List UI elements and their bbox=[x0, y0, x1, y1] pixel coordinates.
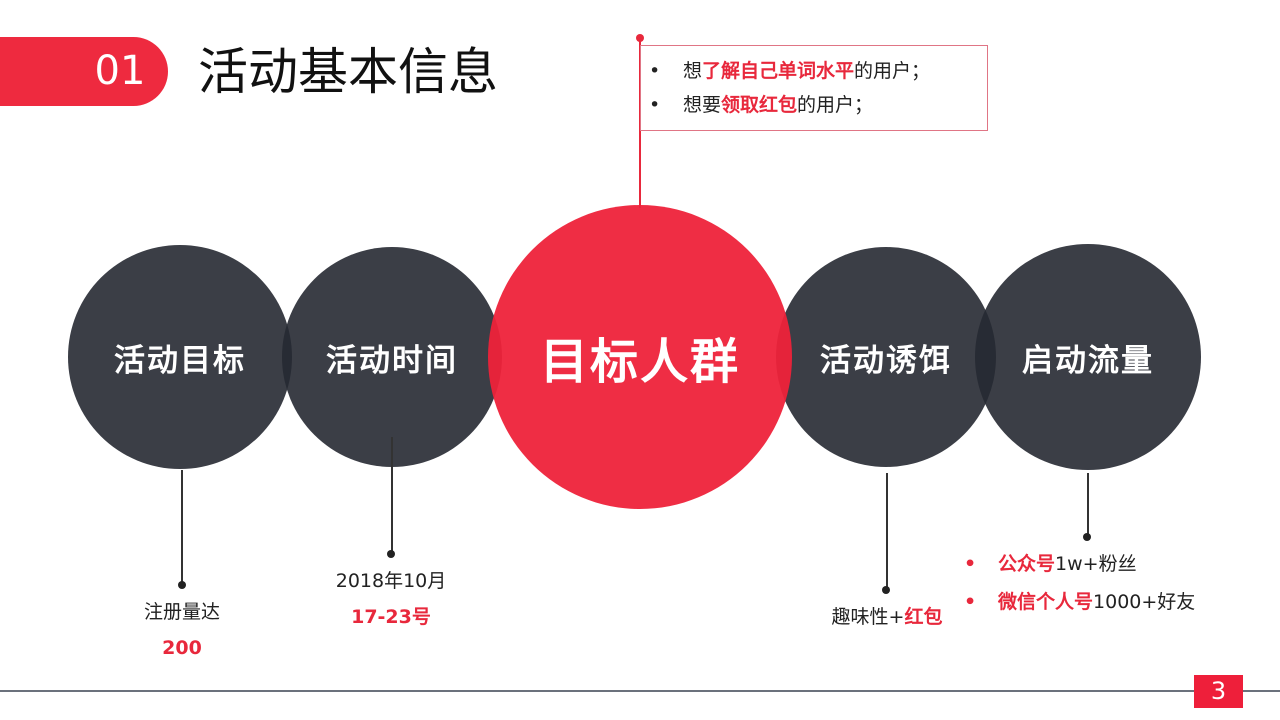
bullet-item: • 微信个人号1000+好友 bbox=[964, 591, 1196, 613]
footer-divider bbox=[0, 690, 1280, 692]
circle-audience: 目标人群 bbox=[488, 205, 792, 509]
connector-line bbox=[639, 38, 641, 208]
connector-line bbox=[886, 473, 888, 590]
target-audience-box: • 想了解自己单词水平的用户； • 想要领取红包的用户； bbox=[640, 45, 988, 131]
connector-line bbox=[391, 437, 393, 554]
circle-time: 活动时间 bbox=[282, 247, 502, 467]
connector-line bbox=[1087, 473, 1089, 537]
page-number: 3 bbox=[1194, 675, 1243, 708]
circle-goal: 活动目标 bbox=[68, 245, 292, 469]
circle-traffic: 启动流量 bbox=[975, 244, 1201, 470]
time-detail: 2018年10月 17-23号 bbox=[335, 570, 447, 628]
bullet-item: • 想要领取红包的用户； bbox=[649, 94, 874, 116]
section-number: 01 bbox=[94, 48, 146, 94]
connector-line bbox=[181, 470, 183, 585]
traffic-detail: • 公众号1w+粉丝 • 微信个人号1000+好友 bbox=[956, 545, 1195, 621]
connector-dot bbox=[387, 550, 395, 558]
page-title: 活动基本信息 bbox=[198, 43, 498, 101]
goal-detail: 注册量达 200 bbox=[143, 601, 220, 659]
bullet-item: • 公众号1w+粉丝 bbox=[964, 553, 1137, 575]
connector-dot bbox=[1083, 533, 1091, 541]
connector-dot bbox=[882, 586, 890, 594]
section-number-pill bbox=[0, 37, 168, 106]
bullet-item: • 想了解自己单词水平的用户； bbox=[649, 60, 931, 82]
connector-dot bbox=[636, 34, 644, 42]
bait-detail: 趣味性+红包 bbox=[831, 606, 943, 628]
circle-bait: 活动诱饵 bbox=[776, 247, 996, 467]
connector-dot bbox=[178, 581, 186, 589]
